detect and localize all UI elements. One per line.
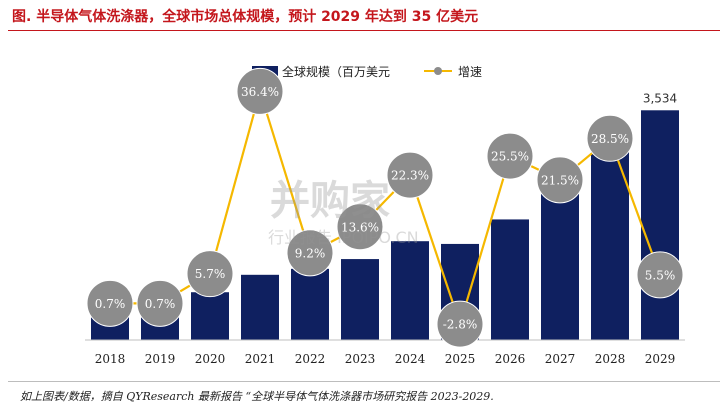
growth-marker	[486, 132, 534, 180]
growth-marker	[386, 151, 434, 199]
growth-label: 0.7%	[145, 297, 176, 311]
bar-2022	[291, 268, 329, 340]
growth-marker	[636, 251, 684, 299]
x-tick-label: 2023	[345, 352, 376, 366]
x-tick-label: 2025	[445, 352, 476, 366]
growth-label: 22.3%	[391, 169, 429, 183]
x-tick-label: 2020	[195, 352, 226, 366]
chart-title: 图. 半导体气体洗涤器，全球市场总体规模，预计 2029 年达到 35 亿美元	[12, 9, 479, 25]
x-tick-label: 2021	[245, 352, 276, 366]
growth-label: 13.6%	[341, 220, 379, 234]
growth-label: 5.7%	[195, 267, 226, 281]
growth-marker	[136, 279, 184, 327]
growth-label: 5.5%	[645, 268, 676, 282]
growth-label: 28.5%	[591, 132, 629, 146]
growth-label: 21.5%	[541, 173, 579, 187]
growth-marker	[336, 203, 384, 251]
x-tick-label: 2018	[95, 352, 126, 366]
x-tick-label: 2019	[145, 352, 176, 366]
bar-2029	[641, 110, 679, 340]
legend-bar-label: 全球规模（百万美元	[282, 64, 390, 79]
growth-label: 9.2%	[295, 246, 326, 260]
source-divider	[8, 381, 720, 382]
bar-2024	[391, 241, 429, 340]
x-tick-label: 2029	[645, 352, 676, 366]
bar-2026	[491, 219, 529, 340]
x-tick-label: 2026	[495, 352, 526, 366]
bar-2020	[191, 292, 229, 340]
bar-2023	[341, 259, 379, 340]
growth-marker	[236, 67, 284, 115]
growth-marker	[536, 156, 584, 204]
growth-marker	[286, 229, 334, 277]
x-tick-label: 2024	[395, 352, 426, 366]
x-tick-label: 2027	[545, 352, 576, 366]
legend-line-marker	[434, 67, 442, 75]
growth-label: 25.5%	[491, 150, 529, 164]
bar-2027	[541, 193, 579, 340]
legend-line-label: 增速	[458, 65, 482, 79]
growth-marker	[86, 279, 134, 327]
growth-marker	[436, 300, 484, 348]
growth-label: 0.7%	[95, 297, 126, 311]
growth-label: 36.4%	[241, 85, 279, 99]
title-divider	[8, 30, 720, 31]
bar-2021	[241, 274, 279, 340]
bar-2028	[591, 151, 629, 340]
x-tick-label: 2022	[295, 352, 326, 366]
chart-canvas: 全球规模（百万美元 增速 2018 2019 2020 2021 2022 2023 2024 2…	[85, 64, 685, 366]
growth-marker	[586, 114, 634, 162]
growth-label: -2.8%	[443, 318, 478, 332]
bar-value-label: 3,534	[643, 91, 677, 105]
x-tick-label: 2028	[595, 352, 626, 366]
growth-marker	[186, 250, 234, 298]
source-note: 如上图表/数据，摘自 QYResearch 最新报告 “全球半导体气体洗涤器市场…	[20, 390, 494, 403]
